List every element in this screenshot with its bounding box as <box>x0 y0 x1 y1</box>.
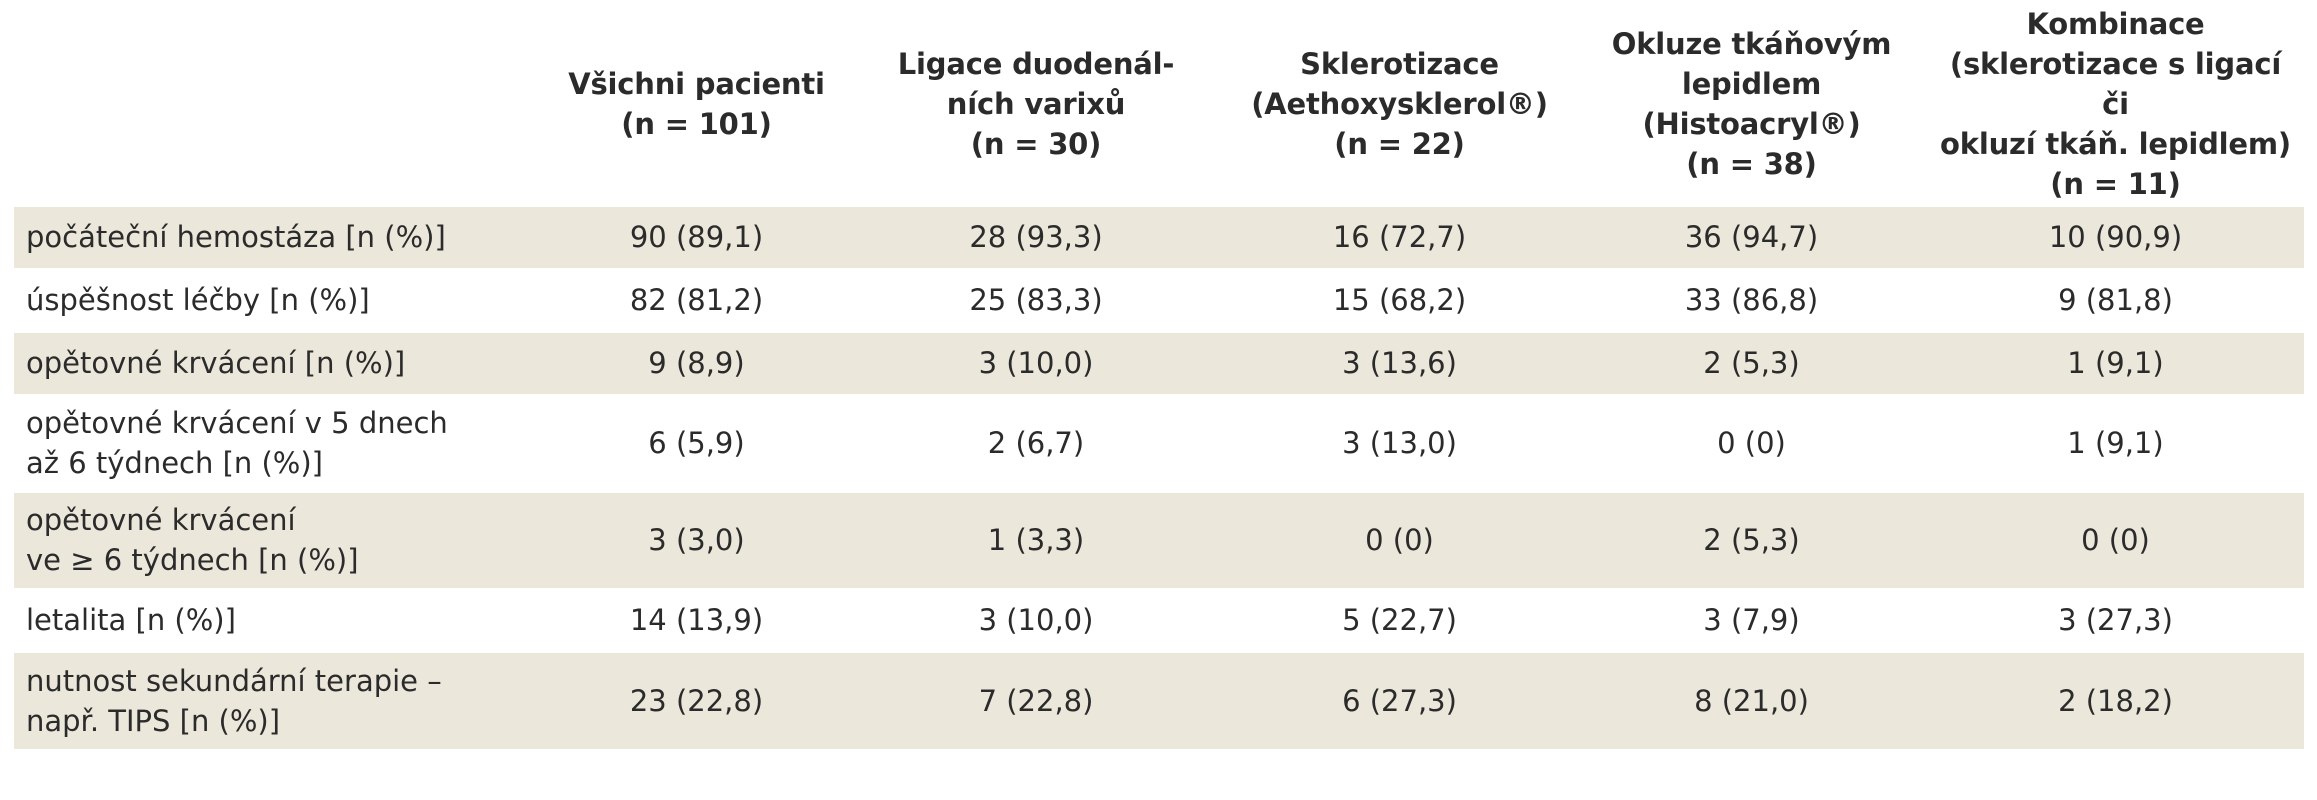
header-row: Všichni pacienti (n = 101) Ligace duoden… <box>14 0 2304 206</box>
table-row: letalita [n (%)] 14 (13,9) 3 (10,0) 5 (2… <box>14 587 2304 652</box>
table-cell: 90 (89,1) <box>544 204 849 269</box>
table-row: opětovné krvácení ve ≥ 6 týdnech [n (%)]… <box>14 490 2304 589</box>
table-cell: 33 (86,8) <box>1576 267 1927 332</box>
table-cell: 1 (9,1) <box>1927 330 2304 395</box>
table-cell: 16 (72,7) <box>1223 204 1576 269</box>
results-table-container: Všichni pacienti (n = 101) Ligace duoden… <box>14 0 2304 792</box>
table-row: opětovné krvácení [n (%)] 9 (8,9) 3 (10,… <box>14 330 2304 395</box>
table-cell: 8 (21,0) <box>1576 650 1927 749</box>
table-cell: 1 (3,3) <box>849 490 1223 589</box>
table-cell: 6 (27,3) <box>1223 650 1576 749</box>
table-cell: 10 (90,9) <box>1927 204 2304 269</box>
table-cell: 2 (5,3) <box>1576 490 1927 589</box>
table-cell: 15 (68,2) <box>1223 267 1576 332</box>
table-cell: 3 (13,0) <box>1223 393 1576 492</box>
table-cell: 3 (10,0) <box>849 587 1223 652</box>
header-tissue-adhesive: Okluze tkáňovým lepidlem (Histoacryl®) (… <box>1611 27 1892 181</box>
row-label: opětovné krvácení [n (%)] <box>14 330 544 395</box>
table-cell: 6 (5,9) <box>544 393 849 492</box>
table-cell: 0 (0) <box>1927 490 2304 589</box>
table-cell: 2 (18,2) <box>1927 650 2304 749</box>
table-cell: 0 (0) <box>1576 393 1927 492</box>
row-label: opětovné krvácení ve ≥ 6 týdnech [n (%)] <box>14 490 544 589</box>
table-cell: 0 (0) <box>1223 490 1576 589</box>
table-row: opětovné krvácení v 5 dnech až 6 týdnech… <box>14 393 2304 492</box>
header-sclerotherapy: Sklerotizace (Aethoxysklerol®) (n = 22) <box>1251 47 1548 161</box>
table-cell: 3 (3,0) <box>544 490 849 589</box>
header-corner-cell <box>14 0 544 206</box>
table-cell: 7 (22,8) <box>849 650 1223 749</box>
table-row: počáteční hemostáza [n (%)] 90 (89,1) 28… <box>14 204 2304 269</box>
table-cell: 14 (13,9) <box>544 587 849 652</box>
table-cell: 5 (22,7) <box>1223 587 1576 652</box>
table-cell: 25 (83,3) <box>849 267 1223 332</box>
table-cell: 3 (27,3) <box>1927 587 2304 652</box>
table-cell: 3 (10,0) <box>849 330 1223 395</box>
table-cell: 2 (5,3) <box>1576 330 1927 395</box>
table-header: Všichni pacienti (n = 101) Ligace duoden… <box>14 0 2304 206</box>
row-label: počáteční hemostáza [n (%)] <box>14 204 544 269</box>
table-cell: 36 (94,7) <box>1576 204 1927 269</box>
row-label: úspěšnost léčby [n (%)] <box>14 267 544 332</box>
table-cell: 3 (13,6) <box>1223 330 1576 395</box>
row-label: letalita [n (%)] <box>14 587 544 652</box>
table-cell: 1 (9,1) <box>1927 393 2304 492</box>
table-row: úspěšnost léčby [n (%)] 82 (81,2) 25 (83… <box>14 267 2304 332</box>
row-label: opětovné krvácení v 5 dnech až 6 týdnech… <box>14 393 544 492</box>
table-cell: 9 (81,8) <box>1927 267 2304 332</box>
header-combination: Kombinace (sklerotizace s ligací či oklu… <box>1940 7 2291 201</box>
table-cell: 82 (81,2) <box>544 267 849 332</box>
results-table: Všichni pacienti (n = 101) Ligace duoden… <box>14 0 2304 749</box>
header-ligation: Ligace duodenál- ních varixů (n = 30) <box>897 47 1175 161</box>
table-cell: 23 (22,8) <box>544 650 849 749</box>
table-cell: 28 (93,3) <box>849 204 1223 269</box>
row-label: nutnost sekundární terapie – např. TIPS … <box>14 650 544 749</box>
table-cell: 3 (7,9) <box>1576 587 1927 652</box>
table-cell: 2 (6,7) <box>849 393 1223 492</box>
header-all-patients: Všichni pacienti (n = 101) <box>568 67 825 141</box>
table-body: počáteční hemostáza [n (%)] 90 (89,1) 28… <box>14 204 2304 749</box>
table-row: nutnost sekundární terapie – např. TIPS … <box>14 650 2304 749</box>
table-cell: 9 (8,9) <box>544 330 849 395</box>
